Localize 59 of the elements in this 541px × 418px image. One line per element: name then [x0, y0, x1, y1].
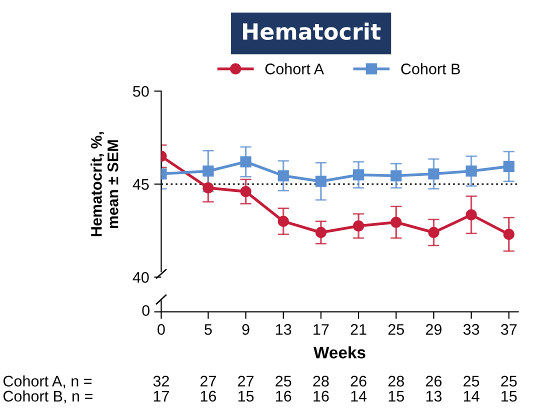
x-tick-label: 33: [463, 324, 480, 335]
x-tick-label: 29: [426, 324, 442, 335]
text: 13: [426, 390, 442, 402]
point: [428, 226, 440, 238]
x-tick-label: 5: [204, 324, 212, 335]
point: [352, 220, 364, 232]
legend-label: Cohort B: [401, 63, 460, 74]
text: 14: [464, 390, 480, 402]
x-tick-label: 25: [388, 324, 404, 335]
point: [503, 228, 514, 240]
text: Cohort B, n =: [3, 390, 92, 404]
text: 16: [314, 390, 329, 402]
x-tick-label: 13: [276, 324, 292, 335]
point: [315, 176, 327, 187]
point: [428, 168, 440, 180]
legend-label: Cohort A: [265, 63, 324, 74]
point: [390, 170, 402, 182]
text: 26: [350, 376, 366, 387]
point: [466, 209, 477, 220]
x-tick-label: 21: [350, 324, 366, 335]
text: 25: [276, 376, 292, 387]
y-tick-label: 50: [133, 86, 149, 97]
text: 25: [464, 376, 480, 387]
chart-title: Hematocrit: [243, 22, 381, 40]
text: 28: [313, 376, 329, 387]
text: 28: [388, 376, 404, 387]
point: [352, 169, 364, 180]
point: [390, 216, 402, 228]
text: 15: [388, 390, 404, 402]
text: 15: [502, 390, 517, 402]
text: 17: [154, 390, 169, 402]
x-tick-label: 17: [314, 324, 329, 335]
text: 27: [238, 376, 254, 386]
point: [503, 160, 514, 172]
text: 27: [200, 376, 216, 386]
point: [278, 170, 289, 182]
text: 16: [200, 390, 216, 402]
y-tick-label: 40: [132, 272, 149, 283]
text: 14: [351, 390, 367, 402]
point: [202, 182, 214, 194]
x-tick-label: 37: [500, 324, 517, 335]
text: 15: [238, 390, 254, 402]
x-tick-label: 0: [158, 324, 165, 335]
point: [240, 156, 252, 168]
x-axis-title: Weeks: [314, 346, 366, 358]
point: [278, 216, 289, 227]
x-tick-label: 9: [242, 324, 250, 335]
point: [240, 186, 252, 198]
point: [202, 166, 214, 177]
point: [466, 166, 477, 177]
point: [315, 226, 327, 238]
text: 32: [153, 376, 169, 387]
text: Cohort A, n =: [3, 375, 92, 388]
text: 0: [142, 305, 150, 316]
y-tick-label: 45: [132, 179, 149, 190]
text: 26: [426, 376, 442, 387]
y-axis-title: Hematocrit, %, mean ± SEM: [90, 132, 118, 236]
text: 25: [501, 376, 517, 387]
text: 16: [276, 390, 292, 402]
